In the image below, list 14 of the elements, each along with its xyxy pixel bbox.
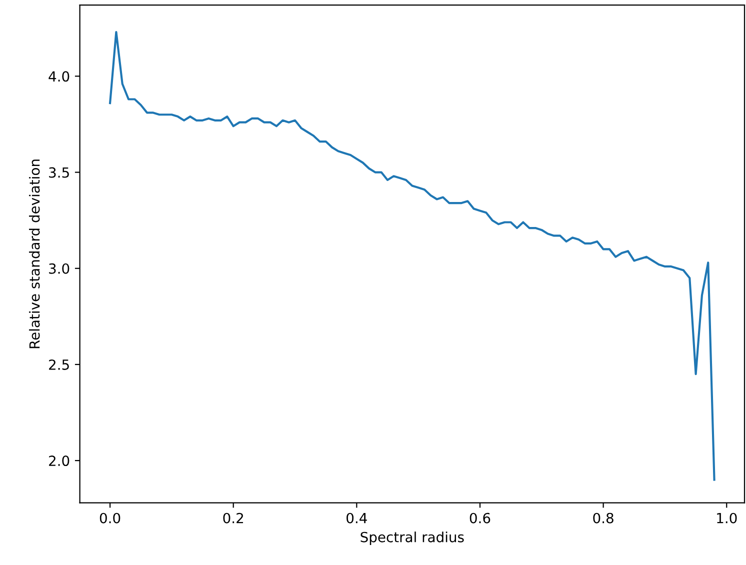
x-tick-label: 0.6 xyxy=(470,512,490,524)
x-tick-label: 0.0 xyxy=(100,512,120,524)
x-axis-title: Spectral radius xyxy=(360,532,464,546)
x-tick-label: 0.2 xyxy=(223,512,244,524)
y-tick-label: 3.0 xyxy=(49,263,70,274)
x-tick-label: 0.8 xyxy=(593,512,614,524)
y-tick-label: 4.0 xyxy=(48,71,70,82)
x-tick-label: 1.0 xyxy=(717,512,737,524)
y-tick-label: 2.5 xyxy=(49,359,69,370)
y-tick-label: 2.0 xyxy=(49,456,70,466)
y-axis-title: Relative standard deviation xyxy=(29,160,40,348)
x-tick-label: 0.4 xyxy=(346,512,367,524)
y-tick-label: 3.5 xyxy=(49,167,69,178)
line-series xyxy=(108,30,716,481)
